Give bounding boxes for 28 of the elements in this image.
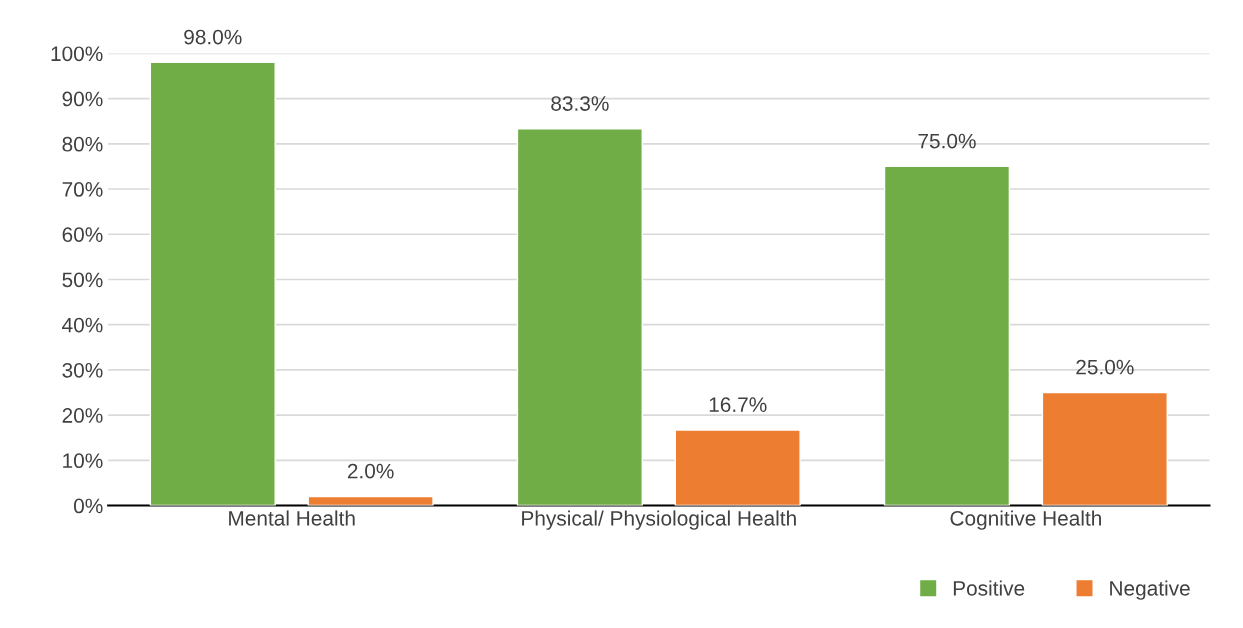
y-tick-label: 20%	[62, 408, 103, 423]
y-tick-label: 70%	[62, 182, 103, 197]
y-tick-label: 50%	[62, 272, 103, 288]
x-tick-label: Physical/ Physiological Health	[522, 510, 796, 530]
x-tick-label: Cognitive Health	[950, 510, 1101, 530]
data-label: 25.0%	[1076, 359, 1134, 375]
data-label: 83.3%	[551, 96, 609, 111]
data-label: 16.7%	[709, 397, 767, 413]
legend-label: Positive	[953, 580, 1025, 596]
bar	[674, 429, 801, 506]
bar	[516, 128, 643, 506]
y-tick-label: 10%	[63, 453, 103, 469]
data-label: 2.0%	[347, 463, 394, 479]
data-label: 75.0%	[918, 133, 976, 149]
y-tick-label: 60%	[62, 227, 103, 242]
y-tick-label: 30%	[62, 362, 103, 378]
y-tick-label: 90%	[62, 91, 103, 107]
x-tick-label: Mental Health	[229, 510, 355, 526]
y-tick-label: 40%	[62, 317, 103, 333]
bar	[1041, 391, 1168, 506]
bar	[883, 165, 1011, 506]
legend-label: Negative	[1110, 580, 1190, 600]
bar	[307, 495, 434, 506]
y-tick-label: 80%	[62, 136, 103, 152]
data-label: 98.0%	[184, 29, 242, 45]
y-tick-label: 0%	[73, 498, 103, 514]
y-tick-label: 100%	[51, 46, 103, 62]
bar	[149, 61, 276, 506]
